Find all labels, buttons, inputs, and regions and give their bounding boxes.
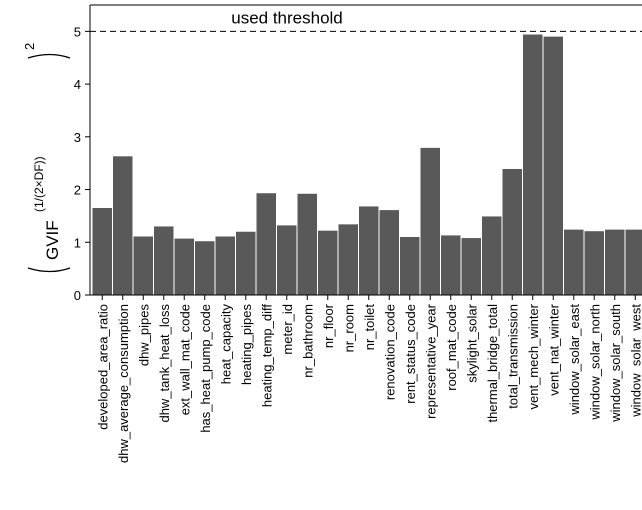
x-tick-label: renovation_code — [382, 304, 397, 400]
x-tick-label: representative_year — [423, 303, 438, 419]
x-tick-label: heat_capacity — [218, 304, 233, 385]
bar — [379, 210, 399, 295]
bar — [482, 216, 502, 295]
x-tick-label: window_solar_south — [608, 304, 623, 423]
x-tick-label: vent_mech_winter — [526, 303, 541, 409]
bar — [215, 236, 235, 295]
bar — [625, 229, 642, 295]
y-tick-label: 0 — [74, 288, 81, 303]
x-tick-label: rent_status_code — [403, 304, 418, 404]
x-tick-label: nr_room — [341, 304, 356, 352]
bar — [605, 229, 625, 295]
x-tick-label: window_solar_north — [587, 304, 602, 421]
x-tick-label: has_heat_pump_code — [198, 304, 213, 433]
bar — [113, 156, 133, 295]
x-tick-label: dhw_pipes — [136, 304, 151, 367]
bar — [359, 206, 379, 295]
x-tick-label: vent_nat_winter — [546, 303, 561, 395]
y-axis-title: GVIF (1/(2×DF)) 2 — [22, 43, 71, 273]
bar — [338, 224, 358, 295]
x-tick-label: ext_wall_mat_code — [177, 304, 192, 415]
x-tick-label: window_solar_east — [567, 304, 582, 416]
bar — [297, 193, 317, 295]
bar — [441, 235, 461, 295]
bar — [133, 236, 153, 295]
bar — [420, 147, 440, 295]
x-tick-label: developed_area_ratio — [95, 304, 110, 430]
x-tick-label: heating_pipes — [239, 304, 254, 385]
x-tick-label: heating_temp_diff — [259, 304, 274, 408]
x-tick-label: window_solar_west — [628, 304, 642, 418]
x-tick-label: skylight_solar — [464, 303, 479, 382]
y-label-power: 2 — [22, 43, 37, 50]
y-tick-label: 5 — [74, 24, 81, 39]
y-tick-label: 2 — [74, 183, 81, 198]
bar — [236, 231, 256, 295]
bar — [461, 238, 481, 295]
x-tick-label: dhw_tank_heat_loss — [157, 304, 172, 423]
x-tick-label: nr_bathroom — [300, 304, 315, 378]
bar — [277, 225, 297, 295]
x-tick-label: dhw_average_consumption — [116, 304, 131, 463]
bar — [564, 229, 584, 295]
bracket — [27, 53, 71, 59]
x-tick-label: nr_toilet — [362, 304, 377, 351]
x-tick-label: thermal_bridge_total — [485, 304, 500, 423]
bracket — [27, 267, 71, 273]
bar — [318, 230, 338, 295]
y-label-base: GVIF — [43, 220, 62, 260]
x-tick-label: roof_mat_code — [444, 304, 459, 391]
y-tick-label: 1 — [74, 235, 81, 250]
x-tick-label: nr_floor — [321, 303, 336, 348]
bar — [543, 36, 563, 296]
bar — [92, 208, 112, 295]
bar — [400, 237, 420, 295]
y-tick-label: 4 — [74, 77, 81, 92]
bar — [174, 238, 194, 295]
y-tick-label: 3 — [74, 130, 81, 145]
bar — [256, 193, 276, 295]
bar — [195, 241, 215, 295]
bar — [584, 231, 604, 295]
threshold-label: used threshold — [231, 8, 343, 27]
x-tick-label: meter_id — [280, 304, 295, 355]
bar — [154, 226, 174, 295]
bar — [502, 168, 522, 295]
x-tick-label: total_transmission — [505, 304, 520, 409]
y-label-exponent: (1/(2×DF)) — [32, 156, 46, 212]
bar — [523, 34, 543, 295]
